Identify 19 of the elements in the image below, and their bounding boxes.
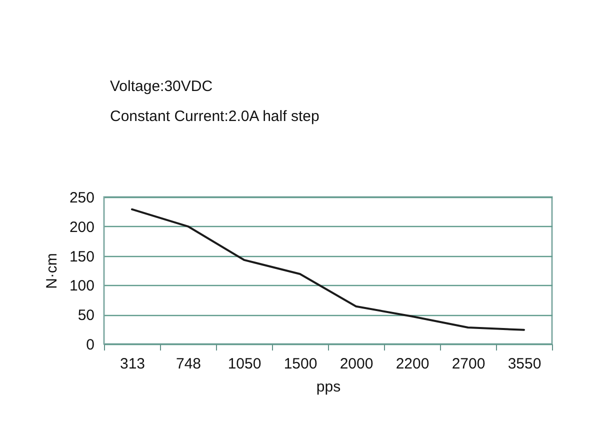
chart-subtitle: Constant Current:2.0A half step [110, 108, 320, 125]
x-tick-label: 1050 [228, 356, 262, 372]
x-axis-title: pps [316, 378, 341, 396]
x-tick-label: 3550 [508, 356, 542, 372]
y-tick-label: 100 [69, 278, 94, 295]
y-axis-title: N·cm [43, 253, 60, 289]
x-tick-label: 2000 [340, 356, 374, 372]
x-tick-label: 2700 [452, 356, 486, 372]
y-tick-label: 200 [69, 218, 94, 236]
x-tick-label: 313 [120, 356, 146, 372]
y-tick-label: 250 [69, 190, 94, 206]
x-tick-label: 748 [176, 356, 202, 372]
chart-title: Voltage:30VDC [110, 78, 213, 95]
y-tick-label: 0 [86, 336, 94, 354]
x-tick-label: 2200 [396, 356, 430, 372]
line-series [131, 208, 525, 331]
x-tick-label: 1500 [284, 356, 318, 372]
y-tick-label: 150 [69, 248, 94, 266]
y-tick-label: 50 [78, 307, 94, 324]
